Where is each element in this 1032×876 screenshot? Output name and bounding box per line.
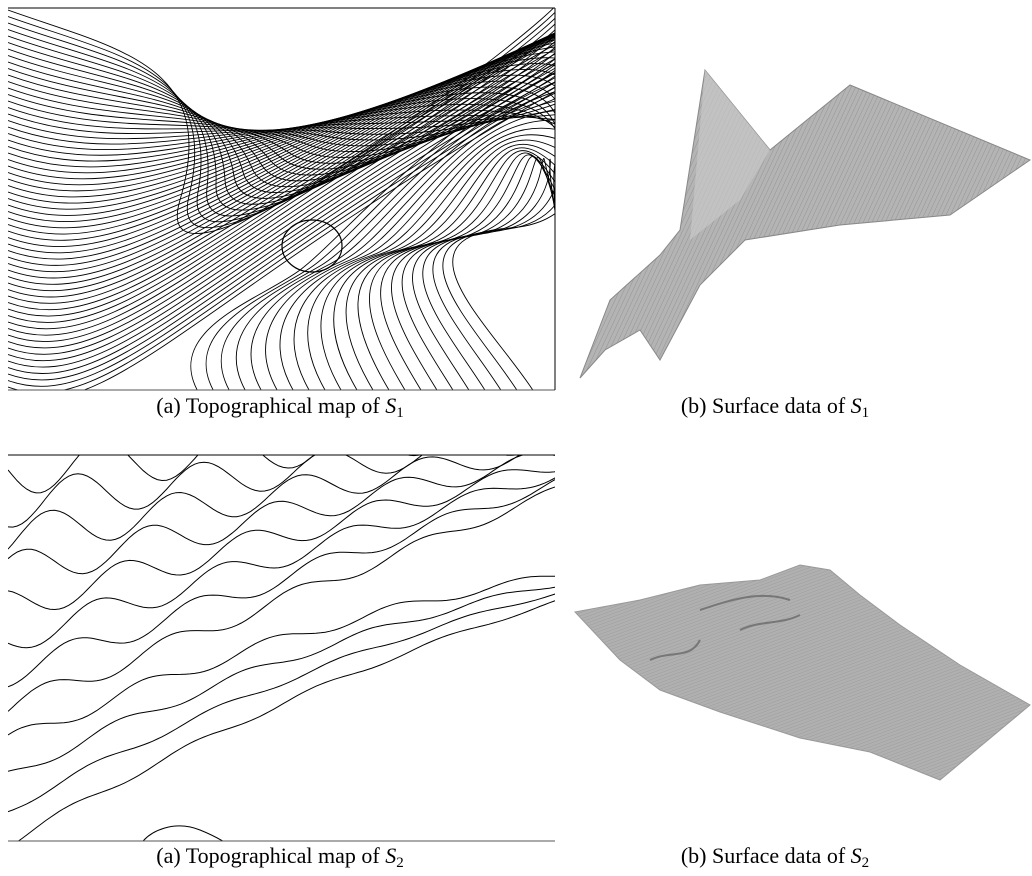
caption-label: (a) [156, 843, 180, 868]
caption-symbol: S [385, 393, 396, 418]
caption-subscript: 1 [862, 405, 870, 421]
contour-line [8, 69, 574, 203]
figure-art [0, 0, 1032, 876]
caption-subscript: 2 [396, 855, 404, 871]
contour-line [8, 424, 568, 493]
caption-subscript: 1 [396, 405, 404, 421]
caption-symbol: S [385, 843, 396, 868]
caption-text: Surface data of [712, 393, 845, 418]
topographic-map-2 [8, 424, 568, 848]
contour-line [423, 159, 560, 395]
surface-2 [575, 565, 1030, 780]
contour-line [8, 469, 568, 610]
caption-symbol: S [851, 393, 862, 418]
caption-label: (a) [156, 393, 180, 418]
contour-line [443, 160, 568, 395]
contour-line [8, 576, 568, 735]
contour-line [381, 155, 560, 395]
contour-line [251, 100, 560, 395]
caption-symbol: S [851, 843, 862, 868]
caption: (a) Topographical map of S2 [130, 843, 430, 872]
caption-text: Topographical map of [186, 843, 380, 868]
contour-line [8, 470, 568, 648]
figure-page: {"figures": [ {"panels": [ {"label": "(a… [0, 0, 1032, 876]
contour-line [8, 0, 697, 284]
contour-line [453, 160, 578, 395]
contour-line [8, 484, 568, 712]
caption-text: Surface data of [712, 843, 845, 868]
caption: (b) Surface data of S1 [640, 393, 910, 422]
contour-line [433, 160, 560, 395]
contour-line [8, 473, 568, 687]
contour-loop [282, 220, 342, 272]
contour-line [413, 158, 560, 395]
caption: (a) Topographical map of S1 [130, 393, 430, 422]
caption-label: (b) [681, 843, 707, 868]
caption: (b) Surface data of S2 [640, 843, 910, 872]
contour-line [8, 0, 708, 291]
contour-line [369, 153, 560, 395]
caption-subscript: 2 [862, 855, 870, 871]
contour-line [8, 584, 568, 771]
contour-line [321, 140, 560, 395]
contour-line [8, 439, 568, 549]
contour-line [8, 453, 568, 574]
caption-label: (b) [681, 393, 707, 418]
contour-line [402, 158, 560, 395]
surface-1 [580, 70, 1030, 378]
caption-text: Topographical map of [186, 393, 380, 418]
page: html, body { margin: 0; padding: 0; back… [0, 0, 1032, 876]
contour-line [280, 120, 560, 395]
